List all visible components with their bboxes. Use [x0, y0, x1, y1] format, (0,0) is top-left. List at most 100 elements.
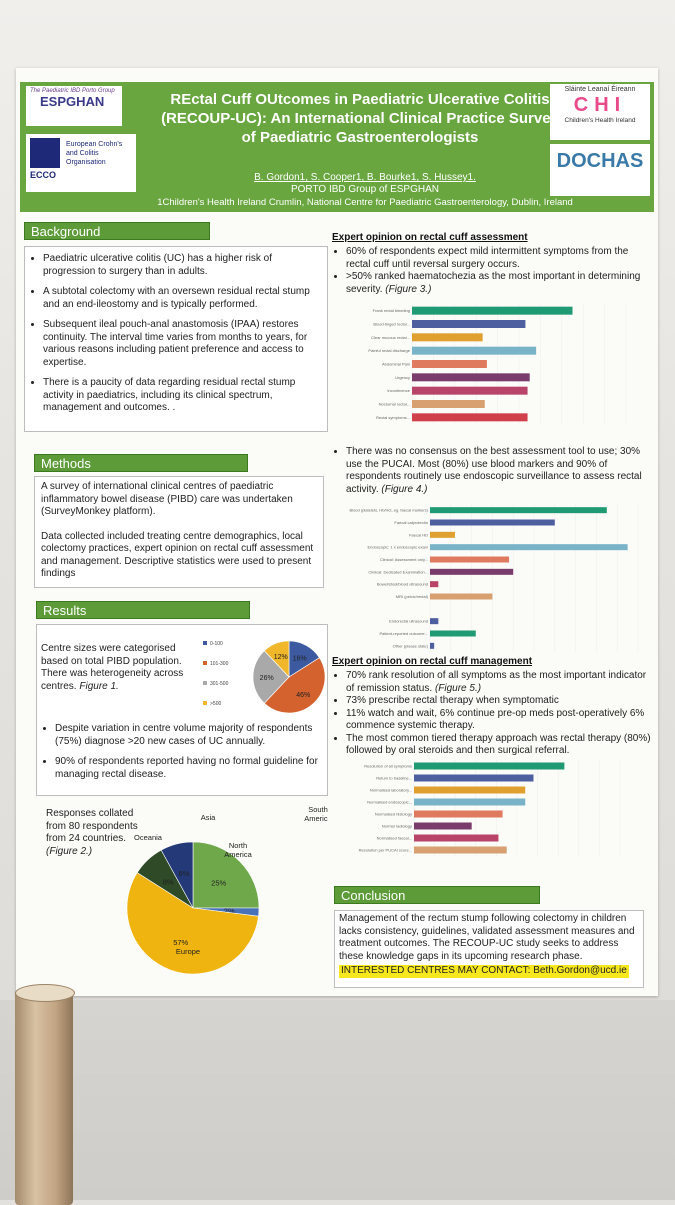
list-item: Subsequent ileal pouch-anal anastomosis … [43, 319, 323, 369]
legend-label: 301-500 [210, 681, 229, 687]
list-item: 90% of respondents reported having no fo… [55, 756, 335, 781]
region-label: Asia [201, 813, 216, 822]
pie-label: 26% [260, 675, 274, 682]
bar [430, 531, 455, 538]
authors: B. Gordon1, S. Cooper1, B. Bourke1, S. H… [254, 172, 476, 195]
bar [412, 360, 487, 368]
bar-label: MRI (pelvic/rectal) [396, 594, 429, 599]
pie-slice [252, 650, 290, 704]
bar [430, 642, 435, 649]
bar [430, 519, 555, 526]
bar-label: Blood-tinged rectal... [373, 322, 410, 327]
management-heading: Expert opinion on rectal cuff management [332, 656, 533, 667]
region-label: America [304, 814, 328, 823]
bar-label: Incontinence [387, 388, 410, 393]
contact-email[interactable]: INTERESTED CENTRES MAY CONTACT: Beth.Gor… [339, 965, 629, 978]
poster-tube-cap [15, 984, 75, 1002]
conclusion-heading: Conclusion [334, 886, 540, 904]
list-item: There is a paucity of data regarding res… [43, 377, 323, 415]
bar [430, 556, 510, 563]
bar [430, 618, 439, 625]
dochas-logo: DOCHAS [550, 144, 650, 196]
pie-label: 16% [293, 655, 307, 662]
bar-label: Resolution per PUCAI score... [359, 848, 412, 853]
results-box: Centre sizes were categorised based on t… [36, 624, 328, 796]
pie-slice [263, 657, 326, 714]
legend-label: >500 [210, 701, 221, 707]
bar-label: Urgency [395, 375, 410, 380]
figure-1-pie-chart: 16% 46% 26% 12% 0-100 101-300 301-500 >500 [203, 640, 326, 714]
bar-label: Normalised histology [375, 812, 412, 817]
bar-label: Return to baseline... [376, 776, 412, 781]
bar-label: Nocturnal rectal... [379, 402, 410, 407]
bar-label: Faecal HD [409, 532, 428, 537]
bar-label: Normalised faecal... [377, 836, 412, 841]
bar [414, 810, 503, 818]
bar [412, 386, 528, 395]
pie-label: 8% [163, 878, 174, 887]
affiliation: 1Children's Health Ireland Crumlin, Nati… [157, 197, 573, 208]
legend-swatch [203, 641, 207, 645]
bar-label: Other (please state) [393, 643, 429, 648]
bar-label: Endoscopic: 1 x endoscopic exam [368, 545, 429, 550]
bar [412, 373, 530, 382]
bar [414, 822, 472, 830]
region-label: South [308, 805, 328, 814]
bar-label: Clinical: Dedicated Examination... [368, 569, 428, 574]
bar-label: Faecal calprotectin [394, 520, 428, 525]
legend-swatch [203, 701, 207, 705]
methods-box: A survey of international clinical centr… [34, 476, 324, 588]
ecco-emblem-icon [30, 138, 60, 168]
floor [0, 1000, 675, 1200]
bar [430, 581, 439, 588]
background-list: Paediatric ulcerative colitis (UC) has a… [29, 253, 323, 415]
figure-2-pie-chart: 25%2%57%8%8%NorthAmericaSouthAmericaEuro… [126, 805, 328, 974]
pie-label: 25% [211, 878, 226, 887]
bar-label: Normalised endoscopic... [367, 800, 412, 805]
espghan-logo: The Paediatric IBD Porto Group ESPGHAN [26, 86, 122, 126]
assessment-bullets: 60% of respondents expect mild intermitt… [332, 246, 652, 296]
bar [430, 568, 514, 575]
methods-heading: Methods [34, 454, 248, 472]
assessment-tool-bullet: There was no consensus on the best asses… [332, 446, 652, 496]
bar [414, 798, 526, 806]
figure-3-bar-chart: Frank rectal bleeding Blood-tinged rectal… [368, 304, 627, 424]
bar [430, 593, 493, 600]
pie-label: 8% [179, 869, 190, 878]
poster-header: The Paediatric IBD Porto Group ESPGHAN E… [20, 82, 654, 212]
bar-label: Clinical: Assessment only... [380, 557, 428, 562]
bar [412, 400, 485, 408]
region-label: North [229, 841, 247, 850]
legend-label: 0-100 [210, 641, 223, 647]
background-box: Paediatric ulcerative colitis (UC) has a… [24, 246, 328, 432]
list-item: Paediatric ulcerative colitis (UC) has a… [43, 253, 323, 278]
bar [412, 320, 526, 328]
figure-2-area: Responses collated from 80 respondents f… [38, 804, 328, 974]
bar-label: Rectal symptoms... [376, 415, 410, 420]
poster-title: REctal Cuff OUtcomes in Paediatric Ulcer… [161, 91, 559, 146]
bar [414, 834, 499, 842]
region-label: America [224, 850, 252, 859]
poster-tube [15, 990, 73, 1205]
pie-label: 12% [274, 654, 288, 661]
bar-label: Normal radiology [382, 824, 412, 829]
list-item: A subtotal colectomy with an oversewn re… [43, 286, 323, 311]
region-label: Europe [176, 947, 200, 956]
bar-label: Blood (platelets, Hb/Hct, eg. faecal mar… [350, 508, 429, 513]
bar [430, 507, 607, 514]
bar-label: Bowel/stool/blood ultrasound [377, 582, 428, 587]
pie-label: 2% [224, 906, 235, 915]
figure-5-bar-chart: Resolution of all symptoms Return to base… [359, 760, 621, 856]
bar [414, 786, 526, 794]
bar-label: Endorectal ultrasound [389, 619, 428, 624]
bar [414, 762, 565, 770]
bar-label: Normalised laboratory... [370, 788, 412, 793]
bar [412, 346, 537, 355]
legend-swatch [203, 661, 207, 665]
chi-logo: Sláinte Leanaí Éireann CHI Children's He… [550, 84, 650, 140]
assessment-heading: Expert opinion on rectal cuff assessment [332, 232, 528, 243]
results-heading: Results [36, 601, 250, 619]
list-item: Despite variation in centre volume major… [55, 723, 335, 748]
bar-label: Resolution of all symptoms [364, 764, 412, 769]
region-label: Oceania [134, 833, 163, 842]
